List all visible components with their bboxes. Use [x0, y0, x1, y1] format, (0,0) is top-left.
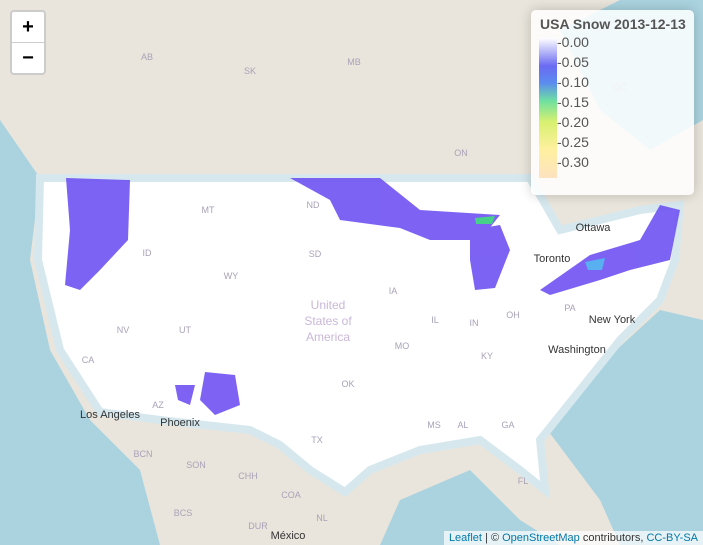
- osm-link[interactable]: OpenStreetMap: [502, 532, 580, 544]
- place-labels: AB SK MB ON QC MT ND SD WY ID NV UT CA A…: [80, 52, 636, 542]
- zoom-control: + −: [10, 10, 46, 75]
- attribution: Leaflet | © OpenStreetMap contributors, …: [443, 531, 703, 545]
- label: States of: [304, 314, 352, 328]
- label: OK: [341, 379, 354, 389]
- label: BCS: [174, 508, 193, 518]
- attribution-text: | ©: [485, 532, 500, 544]
- label: Ottawa: [576, 222, 612, 234]
- label: GA: [501, 420, 514, 430]
- zoom-in[interactable]: +: [12, 12, 44, 43]
- legend-tick: -0.15: [557, 94, 589, 110]
- label: PA: [564, 303, 575, 313]
- label: NV: [117, 325, 130, 335]
- label: MT: [202, 205, 215, 215]
- label: SK: [244, 66, 256, 76]
- license-link[interactable]: CC-BY-SA: [646, 532, 698, 544]
- color-bar: [539, 38, 557, 178]
- legend: USA Snow 2013-12-13 -0.00 -0.05 -0.10 -0.15…: [531, 10, 694, 195]
- label: WY: [224, 271, 239, 281]
- label: UT: [179, 325, 191, 335]
- label: AZ: [152, 400, 164, 410]
- label: New York: [589, 314, 636, 326]
- label: SON: [186, 460, 206, 470]
- label: MB: [347, 57, 361, 67]
- label: SD: [309, 249, 322, 259]
- label: DUR: [248, 521, 268, 531]
- label: México: [271, 530, 306, 542]
- label: Toronto: [534, 253, 571, 265]
- label: AL: [457, 420, 468, 430]
- label: MS: [427, 420, 441, 430]
- legend-title: USA Snow 2013-12-13: [540, 16, 686, 32]
- label: KY: [481, 351, 493, 361]
- label: IL: [431, 315, 439, 325]
- label: AB: [141, 52, 153, 62]
- legend-tick: -0.10: [557, 74, 589, 90]
- label: TX: [311, 435, 323, 445]
- label: MO: [395, 341, 410, 351]
- zoom-out[interactable]: −: [22, 47, 34, 69]
- label: Los Angeles: [80, 409, 140, 421]
- label: FL: [518, 476, 529, 486]
- legend-tick: -0.25: [557, 134, 589, 150]
- legend-tick: -0.30: [557, 154, 589, 170]
- label: ND: [307, 200, 320, 210]
- label: COA: [281, 490, 301, 500]
- legend-tick: -0.00: [557, 34, 589, 50]
- attribution-text: contributors,: [582, 532, 644, 544]
- label: NL: [316, 513, 328, 523]
- label: ON: [454, 148, 468, 158]
- label: Washington: [548, 344, 606, 356]
- label: CHH: [238, 471, 258, 481]
- label: Phoenix: [160, 417, 200, 429]
- label: America: [306, 330, 350, 344]
- label: IN: [470, 318, 479, 328]
- legend-tick: -0.05: [557, 54, 589, 70]
- legend-tick: -0.20: [557, 114, 589, 130]
- leaflet-link[interactable]: Leaflet: [448, 532, 482, 544]
- label: BCN: [133, 449, 152, 459]
- label: OH: [506, 310, 520, 320]
- label: United: [311, 298, 346, 312]
- label: IA: [389, 286, 398, 296]
- label: CA: [82, 355, 95, 365]
- label: ID: [143, 248, 153, 258]
